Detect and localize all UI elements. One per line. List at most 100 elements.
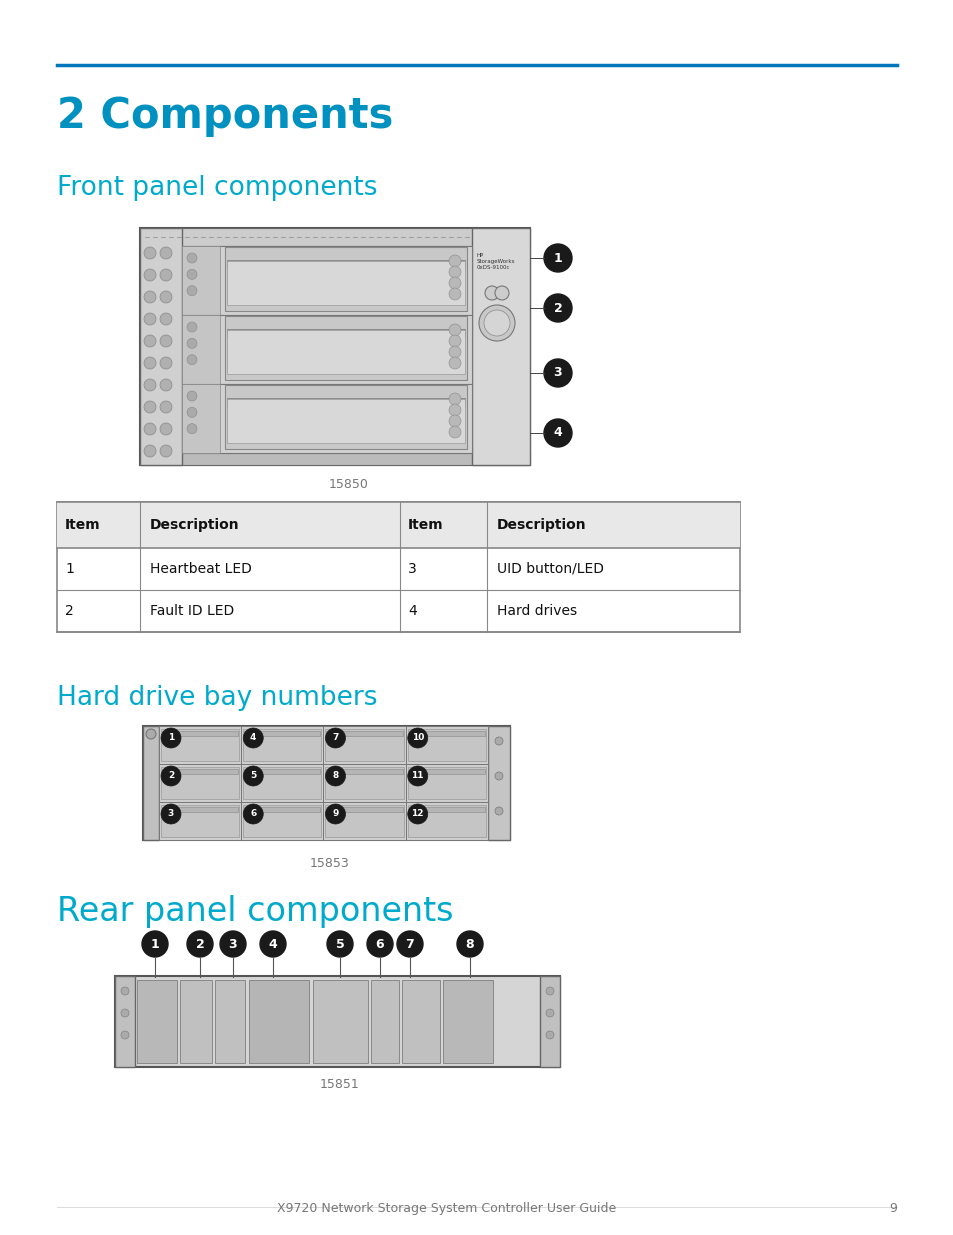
Bar [325,729,403,761]
Circle shape [187,408,196,417]
Circle shape [543,419,572,447]
Circle shape [161,766,181,785]
Bar [323,802,405,840]
Circle shape [187,253,196,263]
Circle shape [121,1009,129,1016]
Bar [140,228,530,466]
Text: 5: 5 [335,937,344,951]
Bar [214,981,245,1063]
Bar [162,769,238,774]
Circle shape [495,772,502,781]
Circle shape [187,931,213,957]
Bar [159,726,241,764]
Bar [227,329,464,337]
Bar [143,726,159,840]
Circle shape [144,379,156,391]
Bar [539,976,559,1067]
Text: Hard drive bay numbers: Hard drive bay numbers [57,685,377,711]
Circle shape [160,291,172,303]
Bar [408,769,484,774]
Circle shape [160,445,172,457]
Bar [325,767,403,799]
Bar [401,981,439,1063]
Circle shape [220,931,246,957]
Circle shape [187,391,196,401]
Circle shape [543,245,572,272]
Bar [326,806,402,811]
Text: 12: 12 [411,809,423,819]
Text: Item: Item [65,517,100,532]
Circle shape [161,727,181,748]
Text: Hard drives: Hard drives [497,604,577,618]
Circle shape [146,729,156,739]
Text: 15850: 15850 [329,478,369,492]
Bar [227,261,464,305]
Bar [326,731,402,736]
Bar [405,764,488,802]
Text: 3: 3 [408,562,416,576]
Bar [57,501,740,632]
Bar [371,981,398,1063]
Circle shape [407,727,427,748]
Circle shape [449,346,460,358]
Circle shape [449,404,460,416]
Circle shape [161,804,181,824]
Bar [225,247,467,311]
Circle shape [144,401,156,412]
Circle shape [187,285,196,295]
Bar [225,316,467,380]
Circle shape [545,1009,554,1016]
Text: Rear panel components: Rear panel components [57,895,453,927]
Text: Description: Description [150,517,239,532]
Circle shape [160,379,172,391]
Circle shape [144,247,156,259]
Circle shape [545,987,554,995]
Text: 11: 11 [411,772,423,781]
Text: 15851: 15851 [320,1078,359,1091]
Text: 8: 8 [332,772,338,781]
Circle shape [407,766,427,785]
Circle shape [495,287,509,300]
Bar [180,981,212,1063]
Bar [405,726,488,764]
Text: 4: 4 [553,426,561,440]
Circle shape [478,305,515,341]
Bar [159,764,241,802]
Text: 3: 3 [168,809,174,819]
Bar [227,399,464,443]
Circle shape [449,335,460,347]
Text: 4: 4 [408,604,416,618]
Text: 4: 4 [250,734,256,742]
Circle shape [449,288,460,300]
Circle shape [449,266,460,278]
Bar [442,981,493,1063]
Text: 2: 2 [553,301,561,315]
Circle shape [449,357,460,369]
Text: 15853: 15853 [310,857,350,869]
Circle shape [495,806,502,815]
Text: 1: 1 [151,937,159,951]
Text: HP
StorageWorks
0xDS-9100c: HP StorageWorks 0xDS-9100c [476,253,515,269]
Circle shape [449,254,460,267]
Bar [244,806,320,811]
Circle shape [449,426,460,438]
Circle shape [449,415,460,427]
Bar [143,726,510,840]
Circle shape [543,359,572,387]
Bar [407,729,485,761]
Text: 2 Components: 2 Components [57,95,393,137]
Bar [241,726,323,764]
Bar [407,767,485,799]
Text: 1: 1 [65,562,73,576]
Bar [115,976,559,1067]
Bar [241,764,323,802]
Text: 7: 7 [405,937,414,951]
Text: 1: 1 [553,252,561,264]
Bar [162,731,238,736]
Bar [244,769,320,774]
Bar [227,398,464,406]
Text: 10: 10 [411,734,423,742]
Circle shape [449,277,460,289]
Bar [161,767,239,799]
Bar [225,385,467,450]
